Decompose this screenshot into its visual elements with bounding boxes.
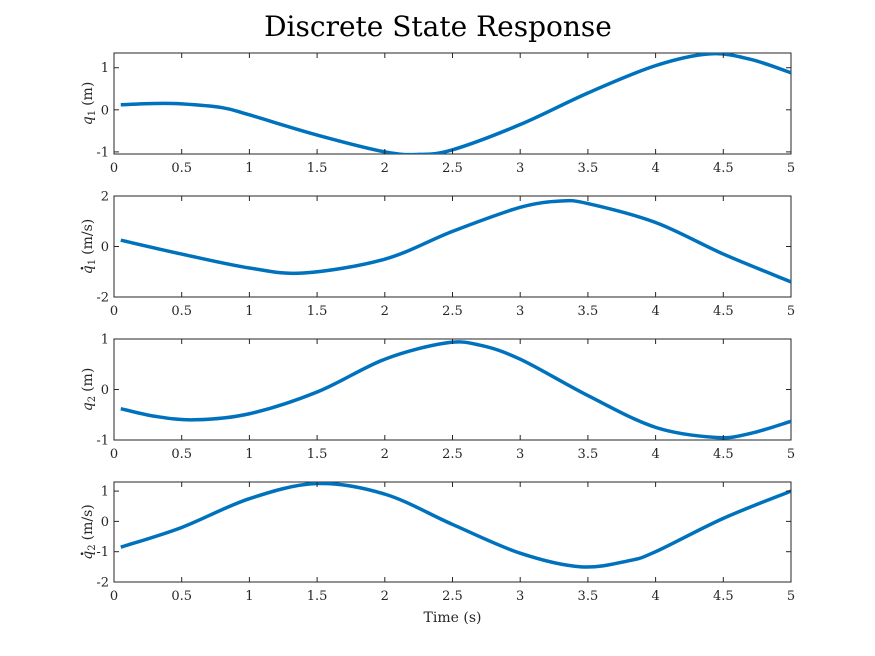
x-tick-label: 3 [516, 447, 524, 462]
x-tick-label: 2.5 [442, 447, 463, 462]
x-tick-label: 3.5 [578, 589, 599, 604]
y-tick-label: 1 [101, 61, 109, 76]
x-tick-label: 1 [245, 161, 253, 176]
x-tick-label: 3.5 [578, 447, 599, 462]
x-tick-label: 3.5 [578, 304, 599, 319]
x-tick-label: 1 [245, 447, 253, 462]
axes-frame [113, 52, 792, 155]
x-tick-label: 5 [787, 304, 795, 319]
x-tick-label: 0.5 [171, 304, 192, 319]
y-tick-label: 1 [101, 485, 109, 500]
x-tick-label: 5 [787, 161, 795, 176]
figure-title: Discrete State Response [264, 10, 612, 43]
x-tick-label: 4 [651, 447, 659, 462]
y-tick-label: 0 [101, 240, 109, 255]
y-axis-label-symbol: q [80, 116, 96, 125]
y-axis-label-dot [80, 266, 84, 270]
x-tick-label: 0 [110, 304, 118, 319]
series-line [120, 482, 791, 569]
x-axis-label: Time (s) [424, 610, 482, 626]
x-tick-label: 2 [381, 304, 389, 319]
x-tick-label: 2 [381, 447, 389, 462]
y-tick-label: -2 [96, 291, 109, 306]
y-axis-label: q2 (m/s) [80, 504, 98, 559]
x-tick-label: 2 [381, 161, 389, 176]
x-tick-label: 1 [245, 304, 253, 319]
x-tick-label: 1.5 [307, 589, 328, 604]
y-axis-label-symbol: q [80, 402, 96, 411]
y-tick-label: 2 [101, 190, 109, 205]
y-axis-label-subscript: 2 [87, 544, 98, 550]
x-tick-label: 3 [516, 589, 524, 604]
x-tick-label: 1.5 [307, 161, 328, 176]
x-tick-label: 2.5 [442, 304, 463, 319]
y-axis-label-symbol: q [80, 551, 96, 560]
x-tick-label: 5 [787, 447, 795, 462]
y-tick-label: -2 [96, 576, 109, 591]
series-line [120, 198, 791, 284]
y-tick-label: -1 [96, 434, 109, 449]
series-line [120, 53, 791, 154]
x-tick-label: 0 [110, 161, 118, 176]
y-axis-label-subscript: 1 [87, 259, 98, 265]
x-tick-label: 2.5 [442, 161, 463, 176]
x-tick-label: 0 [110, 589, 118, 604]
x-tick-label: 5 [787, 589, 795, 604]
x-tick-label: 4.5 [713, 161, 734, 176]
y-axis-label-dot [80, 552, 84, 556]
y-axis-label-subscript: 2 [87, 396, 98, 402]
y-axis-label-unit: (m) [80, 82, 96, 106]
x-tick-label: 2.5 [442, 589, 463, 604]
y-axis-label-subscript: 1 [87, 110, 98, 116]
x-tick-label: 3.5 [578, 161, 599, 176]
x-tick-label: 3 [516, 304, 524, 319]
y-axis-label-unit: (m/s) [80, 504, 96, 540]
x-tick-label: 4 [651, 304, 659, 319]
x-tick-label: 1.5 [307, 447, 328, 462]
x-tick-label: 4 [651, 589, 659, 604]
x-tick-label: 1.5 [307, 304, 328, 319]
x-tick-label: 4.5 [713, 447, 734, 462]
y-axis-label-symbol: q [80, 265, 96, 274]
axes-frame [113, 338, 792, 441]
y-tick-label: -1 [96, 145, 109, 160]
x-tick-label: 0.5 [171, 447, 192, 462]
series-line [120, 340, 791, 440]
y-tick-label: 0 [101, 383, 109, 398]
y-axis-label-unit: (m) [80, 368, 96, 392]
y-tick-label: 0 [101, 515, 109, 530]
y-tick-label: 0 [101, 103, 109, 118]
x-tick-label: 4.5 [713, 304, 734, 319]
x-tick-label: 0.5 [171, 589, 192, 604]
x-tick-label: 4.5 [713, 589, 734, 604]
axes-frame [113, 195, 792, 298]
y-axis-label: q2 (m) [80, 368, 98, 412]
x-tick-label: 1 [245, 589, 253, 604]
x-tick-label: 4 [651, 161, 659, 176]
x-tick-label: 3 [516, 161, 524, 176]
y-tick-label: -1 [96, 545, 109, 560]
x-tick-label: 2 [381, 589, 389, 604]
x-tick-label: 0 [110, 447, 118, 462]
axes-frame [113, 481, 792, 583]
y-tick-label: 1 [101, 333, 109, 348]
y-axis-label-unit: (m/s) [80, 219, 96, 255]
x-tick-label: 0.5 [171, 161, 192, 176]
y-axis-label: q1 (m/s) [80, 219, 98, 274]
y-axis-label: q1 (m) [80, 82, 98, 126]
